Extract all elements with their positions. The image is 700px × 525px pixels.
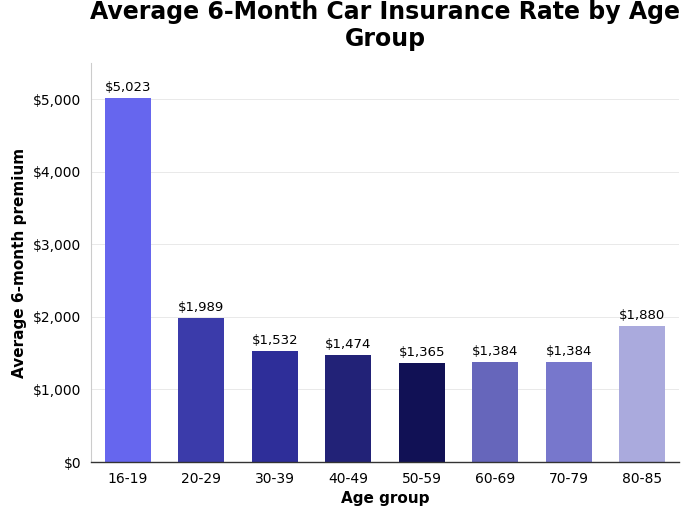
Text: $1,880: $1,880 [619,309,666,322]
Bar [399,363,444,462]
Bar [473,362,518,462]
Text: $1,384: $1,384 [545,344,592,358]
Bar [620,326,665,462]
Bar [105,98,150,462]
Text: $1,365: $1,365 [398,346,445,359]
Text: $1,384: $1,384 [472,344,519,358]
Title: Average 6-Month Car Insurance Rate by Age
Group: Average 6-Month Car Insurance Rate by Ag… [90,0,680,51]
Text: $1,989: $1,989 [178,301,225,314]
Text: $5,023: $5,023 [104,81,151,93]
X-axis label: Age group: Age group [341,491,429,506]
Bar [326,355,371,462]
Bar [178,318,224,462]
Y-axis label: Average 6-month premium: Average 6-month premium [13,148,27,377]
Text: $1,532: $1,532 [251,334,298,347]
Bar [252,351,298,462]
Text: $1,474: $1,474 [325,338,372,351]
Bar [546,362,592,462]
